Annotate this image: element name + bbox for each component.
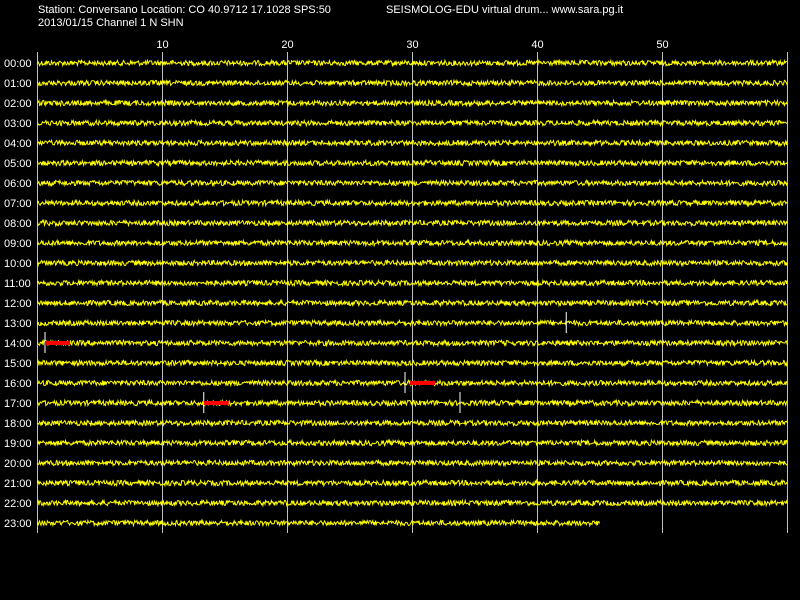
trace-row: [37, 218, 788, 228]
trace-row: [37, 178, 788, 188]
row-hour-label: 18:00: [4, 418, 32, 430]
trace-row: [37, 318, 788, 328]
trace-row: [37, 358, 788, 368]
row-hour-label: 00:00: [4, 58, 32, 70]
row-hour-label: 08:00: [4, 218, 32, 230]
row-hour-label: 19:00: [4, 438, 32, 450]
x-tick-label: 40: [531, 39, 543, 51]
trace-row: [37, 198, 788, 208]
x-tick-label: 10: [156, 39, 168, 51]
trace-row: [37, 78, 788, 88]
row-hour-label: 10:00: [4, 258, 32, 270]
trace-row: [37, 478, 788, 488]
trace-row: [37, 138, 788, 148]
row-hour-label: 12:00: [4, 298, 32, 310]
row-hour-label: 07:00: [4, 198, 32, 210]
row-hour-label: 16:00: [4, 378, 32, 390]
row-hour-label: 05:00: [4, 158, 32, 170]
trace-row: [37, 278, 788, 288]
trace-row: [37, 158, 788, 168]
date-channel-text: 2013/01/15 Channel 1 N SHN: [38, 17, 184, 29]
x-tick-label: 30: [406, 39, 418, 51]
trace-row: [37, 458, 788, 468]
trace-row: [37, 498, 788, 508]
row-hour-label: 02:00: [4, 98, 32, 110]
row-hour-label: 01:00: [4, 78, 32, 90]
trace-row: [37, 98, 788, 108]
trace-row: [37, 438, 788, 448]
row-hour-label: 17:00: [4, 398, 32, 410]
x-tick-label: 50: [656, 39, 668, 51]
event-marker: [203, 401, 229, 405]
row-hour-label: 06:00: [4, 178, 32, 190]
trace-row: [37, 238, 788, 248]
x-tick-label: 20: [281, 39, 293, 51]
trace-row: [37, 518, 601, 528]
row-hour-label: 22:00: [4, 498, 32, 510]
event-marker: [410, 381, 435, 385]
row-hour-label: 23:00: [4, 518, 32, 530]
row-hour-label: 09:00: [4, 238, 32, 250]
trace-row: [37, 258, 788, 268]
row-hour-label: 03:00: [4, 118, 32, 130]
trace-row: [37, 118, 788, 128]
trace-row: [37, 298, 788, 308]
event-marker: [45, 341, 70, 345]
row-hour-label: 04:00: [4, 138, 32, 150]
row-hour-label: 11:00: [4, 278, 31, 290]
trace-row: [37, 338, 788, 348]
row-hour-label: 15:00: [4, 358, 32, 370]
trace-row: [37, 58, 788, 68]
trace-row: [37, 418, 788, 428]
row-hour-label: 13:00: [4, 318, 32, 330]
trace-row: [37, 398, 788, 408]
row-hour-label: 14:00: [4, 338, 32, 350]
row-hour-label: 20:00: [4, 458, 32, 470]
row-hour-label: 21:00: [4, 478, 32, 490]
station-info-text: Station: Conversano Location: CO 40.9712…: [38, 4, 331, 16]
app-title-text: SEISMOLOG-EDU virtual drum... www.sara.p…: [386, 4, 624, 16]
